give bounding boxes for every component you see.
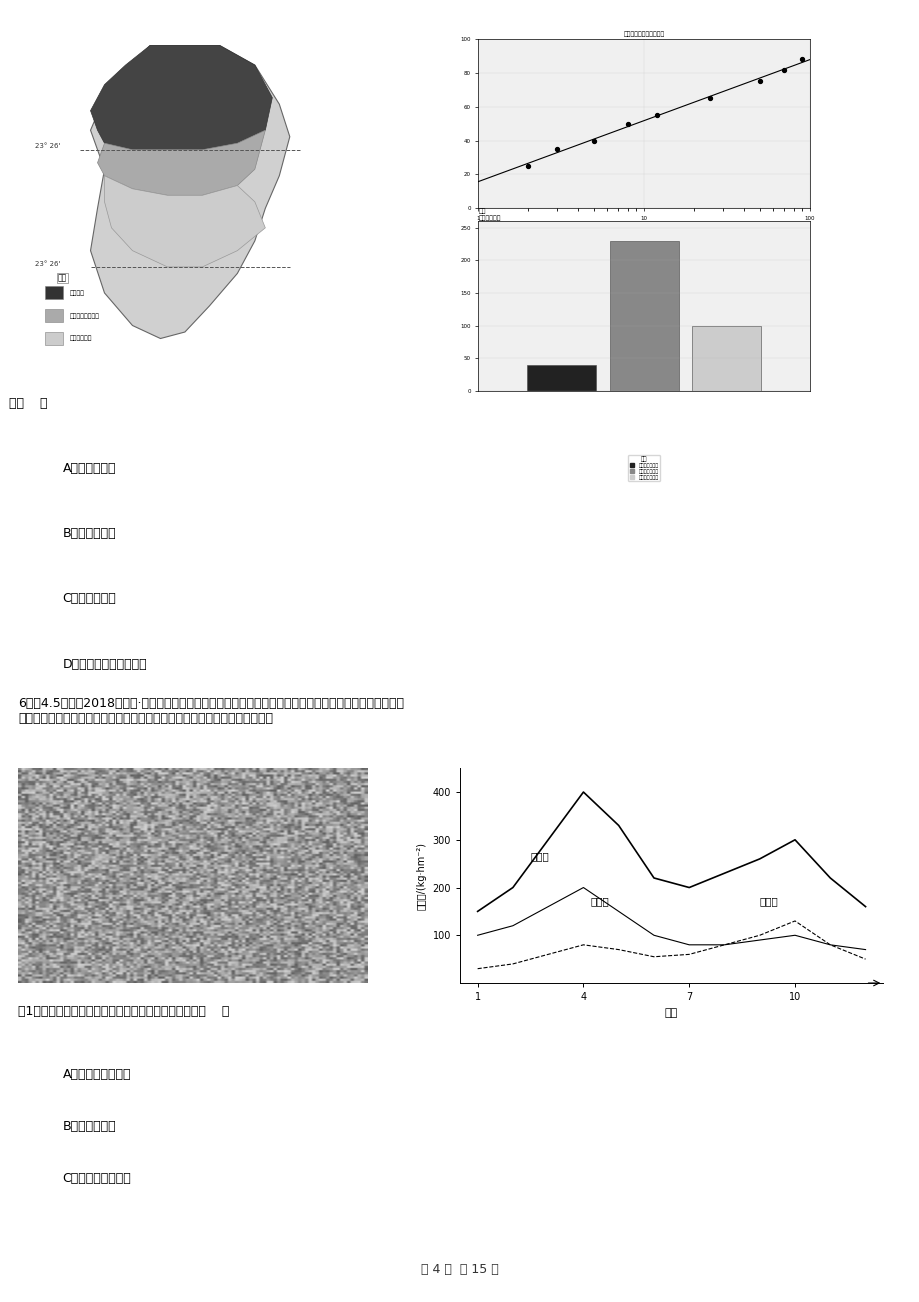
Text: 23° 26': 23° 26' (35, 143, 60, 150)
Bar (45, 310, 62, 323)
Text: 在（    ）: 在（ ） (9, 397, 48, 410)
甲树种 (471, 927, 482, 943)
总凋落 (507, 880, 518, 896)
Text: 第 4 页  共 15 页: 第 4 页 共 15 页 (421, 1263, 498, 1276)
Point (776, 59, 790, 79)
Bar (45, 332, 62, 345)
乙树种 (789, 913, 800, 928)
Bar (526, 365, 596, 391)
乙树种 (859, 952, 870, 967)
总凋落 (648, 870, 659, 885)
甲树种 (789, 927, 800, 943)
Text: 热带荒漠: 热带荒漠 (70, 290, 85, 296)
Text: C．热带荒漠带: C．热带荒漠带 (62, 592, 116, 605)
甲树种 (577, 880, 588, 896)
甲树种 (823, 937, 834, 953)
总凋落 (683, 880, 694, 896)
Text: B．热带草原带: B．热带草原带 (62, 527, 116, 540)
甲树种 (648, 927, 659, 943)
甲树种 (683, 937, 694, 953)
Text: 图例: 图例 (58, 273, 67, 283)
Text: D．亚热带常绿硬叶林带: D．亚热带常绿硬叶林带 (62, 658, 147, 671)
总凋落 (577, 784, 588, 799)
Bar (45, 286, 62, 299)
Text: （1）左图中乙树种分布地区在欧洲对应的气候类型为（    ）: （1）左图中乙树种分布地区在欧洲对应的气候类型为（ ） (18, 1005, 230, 1018)
甲树种 (612, 904, 623, 919)
乙树种 (718, 937, 729, 953)
Point (649, 104, 664, 125)
乙树种 (683, 947, 694, 962)
Polygon shape (90, 46, 272, 150)
Title: 荒漠化面积（百万公顷）: 荒漠化面积（百万公顷） (623, 31, 664, 38)
甲树种 (542, 898, 553, 914)
Bar (609, 241, 678, 391)
Polygon shape (105, 176, 265, 267)
乙树种 (577, 937, 588, 953)
Text: 6．（4.5分）（2018高二下·桂林期末）下左图森林凋落物也可称为枯落物（枯叶、枯枝、果实），右图为世
界某地甲乙两种树种森林凋落物数量的逐月变化示意图，据此: 6．（4.5分）（2018高二下·桂林期末）下左图森林凋落物也可称为枯落物（枯叶… (18, 697, 404, 725)
Text: 总凋落: 总凋落 (530, 852, 549, 861)
Line: 总凋落: 总凋落 (477, 792, 865, 911)
Text: 荒漠化非常严重区: 荒漠化非常严重区 (70, 312, 99, 319)
X-axis label: 月份: 月份 (664, 1008, 677, 1018)
Text: B．地中海气候: B．地中海气候 (62, 1120, 116, 1133)
乙树种 (648, 949, 659, 965)
Point (702, 87, 717, 108)
乙树种 (542, 947, 553, 962)
Line: 甲树种: 甲树种 (477, 888, 865, 949)
Point (794, 49, 809, 70)
Point (620, 113, 635, 134)
Point (520, 155, 535, 176)
Text: A．热带雨林带: A．热带雨林带 (62, 462, 116, 475)
Text: A．温带海洋性气候: A．温带海洋性气候 (62, 1068, 130, 1081)
总凋落 (542, 832, 553, 848)
总凋落 (471, 904, 482, 919)
Bar (692, 326, 761, 391)
Point (586, 130, 601, 151)
X-axis label: 人口密度（人/平方千米）: 人口密度（人/平方千米） (625, 227, 662, 232)
甲树种 (859, 941, 870, 957)
总凋落 (789, 832, 800, 848)
Polygon shape (90, 46, 289, 339)
甲树种 (718, 937, 729, 953)
Legend: 过度砍伐的面积, 过度放牧的面积, 过度开垦的面积: 过度砍伐的面积, 过度放牧的面积, 过度开垦的面积 (628, 454, 659, 482)
总凋落 (859, 898, 870, 914)
Text: 甲树种: 甲树种 (590, 896, 608, 906)
Text: C．亚热带季风气候: C．亚热带季风气候 (62, 1172, 131, 1185)
乙树种 (823, 937, 834, 953)
乙树种 (612, 941, 623, 957)
总凋落 (612, 818, 623, 833)
总凋落 (823, 870, 834, 885)
Line: 乙树种: 乙树种 (477, 921, 865, 969)
Y-axis label: 凋落量/(kg·hm⁻²): 凋落量/(kg·hm⁻²) (416, 841, 426, 910)
Polygon shape (97, 130, 265, 195)
乙树种 (754, 927, 765, 943)
Point (550, 138, 564, 159)
Point (752, 70, 766, 91)
甲树种 (507, 918, 518, 934)
Text: 乙树种: 乙树种 (759, 896, 777, 906)
Text: 荒漠化严重区: 荒漠化严重区 (70, 336, 92, 341)
总凋落 (754, 852, 765, 867)
总凋落 (718, 866, 729, 881)
Text: 23° 26': 23° 26' (35, 260, 60, 267)
乙树种 (471, 961, 482, 976)
乙树种 (507, 956, 518, 971)
甲树种 (754, 932, 765, 948)
Text: 面积
（百万公顷）: 面积 （百万公顷） (478, 208, 500, 221)
